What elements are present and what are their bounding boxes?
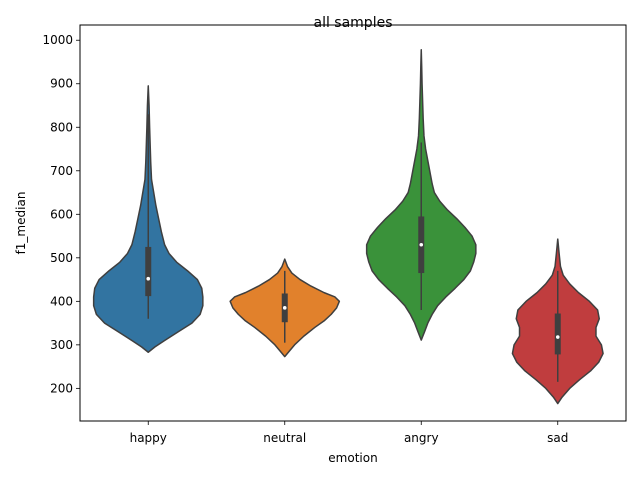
y-tick-label: 600 [50,207,73,221]
median-point-sad [555,335,560,339]
x-axis: happy neutral angry sad [130,421,568,445]
x-tick-label-angry: angry [404,431,439,445]
plot-frame [79,24,627,422]
median-point-happy [146,276,151,281]
y-tick-label: 300 [50,338,73,352]
y-axis-label: f1_median [14,192,28,255]
y-tick-label: 1000 [42,33,73,47]
iqr-box-happy [145,246,152,297]
x-tick-label-neutral: neutral [263,431,306,445]
iqr-box-sad [554,313,561,355]
y-tick-label: 900 [50,77,73,91]
chart-title: all samples [313,15,392,31]
x-tick-label-happy: happy [130,431,167,445]
median-point-neutral [282,306,287,310]
y-axis: 200 300 400 500 600 700 800 900 1000 [42,33,80,395]
x-tick-label-sad: sad [547,431,568,445]
x-axis-label: emotion [328,451,377,465]
plot-area [92,49,604,405]
y-tick-label: 400 [50,294,73,308]
y-tick-label: 500 [50,251,73,265]
y-tick-label: 200 [50,381,73,395]
y-tick-label: 800 [50,120,73,134]
y-tick-label: 700 [50,164,73,178]
median-point-angry [419,242,424,247]
